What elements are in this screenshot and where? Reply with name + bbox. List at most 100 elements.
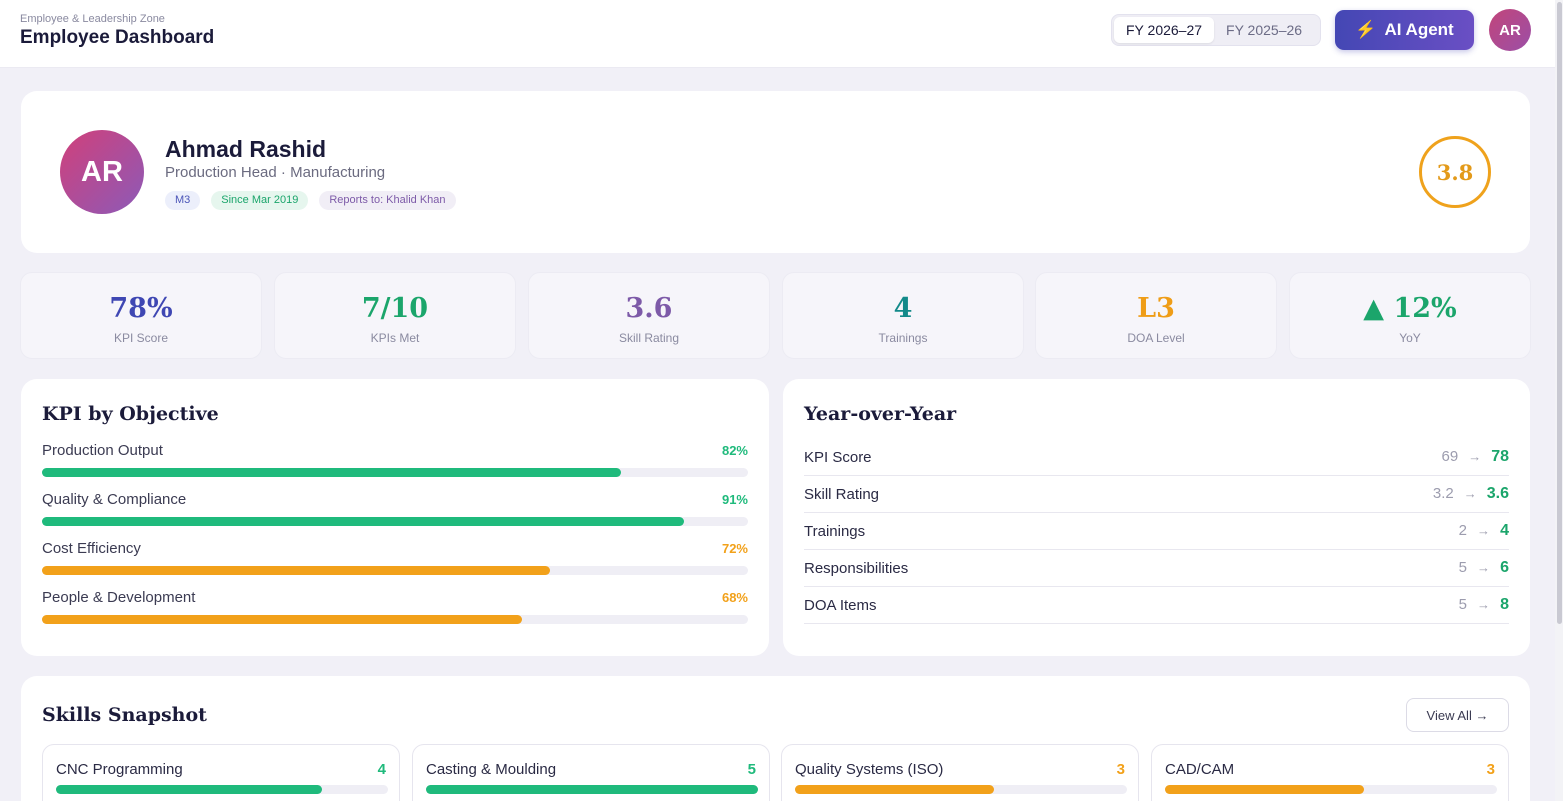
yoy-metric-name: Trainings [804, 523, 866, 540]
skill-name: CAD/CAM [1165, 761, 1235, 778]
ai-agent-button[interactable]: ⚡ AI Agent [1335, 10, 1474, 50]
yoy-previous-value: 3.2 [1432, 485, 1454, 502]
yoy-values: 2 → 4 [1459, 522, 1509, 540]
yoy-row: KPI Score 69 → 78 [804, 439, 1509, 476]
overall-score-ring: 3.8 [1419, 136, 1491, 208]
skill-name: CNC Programming [56, 761, 183, 778]
kpi-card-title: KPI by Objective [42, 403, 219, 425]
objective-progress-track [42, 517, 748, 526]
arrow-right-icon: → [1463, 486, 1477, 501]
objective-progress-fill [42, 517, 685, 526]
stat-trainings: 4 Trainings [782, 272, 1024, 359]
stat-label: DOA Level [1127, 331, 1185, 345]
user-avatar[interactable]: AR [1489, 9, 1531, 51]
yoy-current-value: 6 [1500, 559, 1509, 576]
stat-value: 4 [893, 293, 913, 324]
employee-role: Production Head · Manufacturing [165, 164, 386, 181]
skill-card[interactable]: CAD/CAM 3 [1151, 744, 1509, 801]
profile-chips: M3 Since Mar 2019 Reports to: Khalid Kha… [165, 191, 456, 210]
skill-level: 5 [747, 761, 756, 778]
yoy-values: 3.2 → 3.6 [1433, 485, 1509, 503]
skill-progress-track [1165, 785, 1497, 794]
skills-card-title: Skills Snapshot [42, 704, 207, 726]
objective-name: Production Output [42, 442, 163, 459]
skills-snapshot-card: Skills Snapshot View All → CNC Programmi… [21, 676, 1530, 801]
view-all-skills-button[interactable]: View All → [1406, 698, 1509, 732]
objective-percent: 68% [721, 590, 748, 605]
yoy-values: 69 → 78 [1442, 448, 1509, 466]
stat-doa-level: L3 DOA Level [1035, 272, 1277, 359]
yoy-metric-name: Responsibilities [804, 560, 909, 577]
skill-level: 3 [1116, 761, 1125, 778]
skill-card[interactable]: CNC Programming 4 [42, 744, 400, 801]
skill-progress-fill [56, 785, 322, 794]
stat-kpis-met: 7/10 KPIs Met [274, 272, 516, 359]
objective-name: Quality & Compliance [42, 491, 187, 508]
objective-progress-fill [42, 566, 551, 575]
objective-row: People & Development 68% [42, 589, 748, 629]
objective-name: Cost Efficiency [42, 540, 141, 557]
yoy-metric-name: Skill Rating [804, 486, 880, 503]
arrow-right-icon: → [1477, 597, 1490, 612]
arrow-right-icon: → [1477, 523, 1490, 538]
objective-row: Production Output 82% [42, 442, 748, 482]
yoy-row: DOA Items 5 → 8 [804, 587, 1509, 624]
skill-level: 3 [1486, 761, 1495, 778]
objective-percent: 91% [721, 492, 748, 507]
ai-agent-label: AI Agent [1384, 20, 1454, 39]
stat-value: 7/10 [361, 293, 429, 324]
yoy-previous-value: 2 [1458, 522, 1467, 539]
stat-label: KPIs Met [370, 331, 420, 345]
objective-progress-track [42, 615, 748, 624]
objective-percent: 72% [721, 541, 748, 556]
header-subtitle: Employee & Leadership Zone [20, 13, 165, 25]
skill-card[interactable]: Quality Systems (ISO) 3 [781, 744, 1139, 801]
fiscal-year-toggle: FY 2026–27 FY 2025–26 [1111, 14, 1321, 46]
objective-progress-track [42, 566, 748, 575]
tenure-badge: Since Mar 2019 [211, 191, 309, 210]
yoy-current-value: 78 [1491, 448, 1509, 465]
yoy-metric-name: DOA Items [804, 597, 877, 614]
stat-label: YoY [1399, 331, 1421, 345]
skill-name: Quality Systems (ISO) [795, 761, 944, 778]
yoy-previous-value: 5 [1458, 596, 1467, 613]
arrow-right-icon: → [1468, 449, 1482, 464]
objective-progress-track [42, 468, 748, 477]
skill-progress-fill [426, 785, 758, 794]
skill-progress-track [795, 785, 1127, 794]
profile-avatar: AR [60, 130, 144, 214]
yoy-previous-value: 69 [1441, 448, 1459, 465]
yoy-row: Trainings 2 → 4 [804, 513, 1509, 550]
yoy-metric-name: KPI Score [804, 449, 872, 466]
objective-row: Cost Efficiency 72% [42, 540, 748, 580]
skill-card[interactable]: Casting & Moulding 5 [412, 744, 770, 801]
page-scrollbar-thumb[interactable] [1557, 2, 1562, 624]
stat-value: 78% [109, 293, 173, 324]
yoy-values: 5 → 8 [1459, 596, 1509, 614]
page-title: Employee Dashboard [20, 27, 215, 48]
profile-card: AR Ahmad Rashid Production Head · Manufa… [21, 91, 1530, 253]
stat-value: 3.6 [625, 293, 673, 324]
objective-progress-fill [42, 468, 621, 477]
reports-to-badge: Reports to: Khalid Khan [319, 191, 456, 210]
stat-kpi-score: 78% KPI Score [20, 272, 262, 359]
skill-progress-track [56, 785, 388, 794]
skill-progress-track [426, 785, 758, 794]
yoy-current-value: 3.6 [1486, 485, 1509, 502]
stat-value: ▲ 12% [1363, 293, 1457, 324]
lightning-icon: ⚡ [1355, 20, 1377, 39]
tab-fy-2026-27[interactable]: FY 2026–27 [1114, 17, 1215, 43]
objective-name: People & Development [42, 589, 196, 606]
yoy-current-value: 4 [1500, 522, 1509, 539]
grade-badge: M3 [165, 191, 201, 210]
stat-label: Skill Rating [618, 331, 680, 345]
tab-fy-2025-26[interactable]: FY 2025–26 [1226, 22, 1303, 38]
skill-level: 4 [377, 761, 386, 778]
stat-label: KPI Score [113, 331, 169, 345]
skill-progress-fill [795, 785, 995, 794]
skill-name: Casting & Moulding [426, 761, 557, 778]
yoy-row: Responsibilities 5 → 6 [804, 550, 1509, 587]
yoy-current-value: 8 [1500, 596, 1509, 613]
yoy-previous-value: 5 [1458, 559, 1467, 576]
stat-skill-rating: 3.6 Skill Rating [528, 272, 770, 359]
